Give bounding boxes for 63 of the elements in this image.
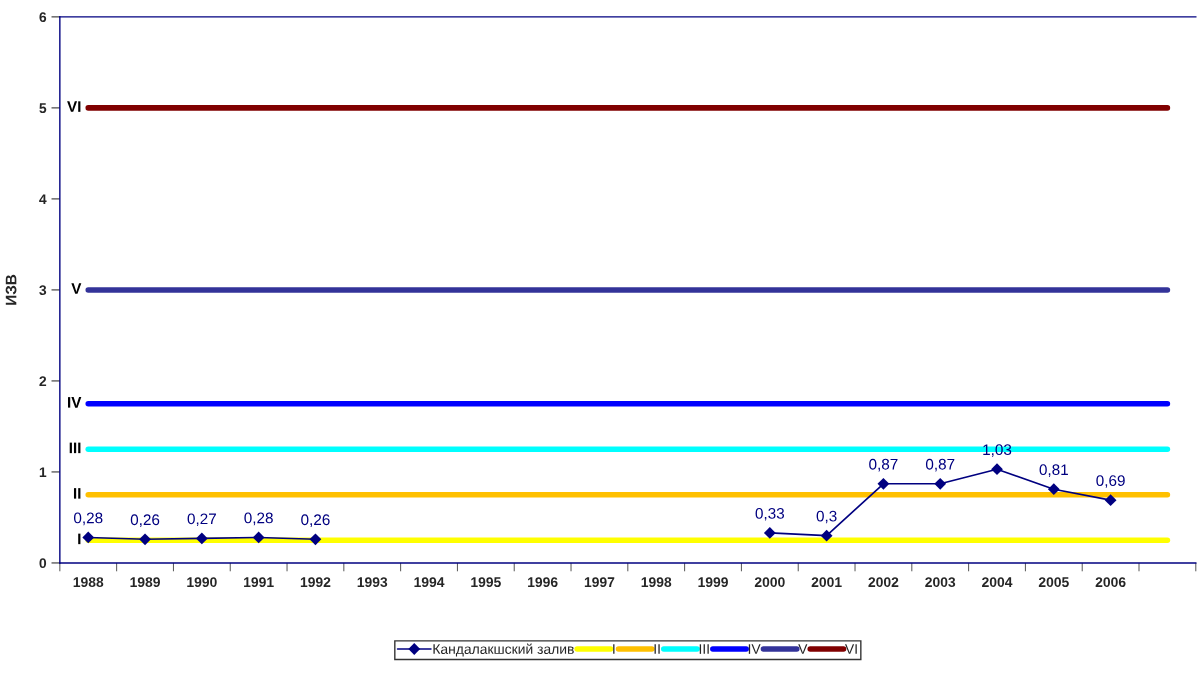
- legend-label: III: [699, 644, 709, 654]
- x-tick-label: 1997: [584, 577, 615, 588]
- x-tick-label: 1999: [698, 577, 728, 588]
- x-tick-label: 1992: [300, 577, 331, 588]
- legend-label: V: [798, 644, 808, 654]
- x-tick-label: 2000: [754, 577, 785, 588]
- y-axis-title: ИЗВ: [5, 274, 17, 305]
- x-tick-label: 1995: [471, 577, 501, 588]
- text: VI: [67, 101, 81, 112]
- data-label: 0,28: [244, 512, 273, 526]
- x-tick-label: 1988: [73, 577, 104, 588]
- data-label: 0,28: [73, 512, 103, 526]
- legend-label: I: [613, 644, 615, 654]
- legend-label: II: [654, 644, 660, 654]
- x-tick-label: 1998: [641, 577, 672, 588]
- text: III: [69, 442, 81, 454]
- point: [991, 463, 1003, 476]
- x-tick-label: 2003: [925, 577, 956, 588]
- y-tick-label: 0: [39, 558, 47, 569]
- data-label: 0,87: [925, 458, 955, 472]
- x-tick-label: 1996: [528, 577, 558, 588]
- y-tick-label: 4: [39, 194, 47, 204]
- point: [82, 531, 95, 544]
- point: [139, 533, 151, 546]
- data-label: 0,69: [1096, 475, 1125, 488]
- x-tick-label: 1994: [414, 577, 445, 588]
- point: [195, 532, 208, 545]
- y-tick-label: 6: [39, 12, 47, 23]
- text: IV: [68, 397, 82, 408]
- point: [1047, 483, 1060, 496]
- x-tick-label: 2006: [1095, 577, 1126, 588]
- x-tick-label: 2001: [811, 577, 842, 588]
- x-tick-label: 2002: [868, 577, 899, 588]
- y-tick-label: 1: [39, 467, 47, 477]
- legend-label: Кандалакшский залив: [433, 643, 574, 657]
- x-tick-label: 1993: [357, 577, 388, 588]
- x-tick-label: 1991: [244, 577, 274, 588]
- x-tick-label: 1989: [130, 577, 160, 588]
- data-label: 0,26: [130, 514, 160, 527]
- data-label: 0,87: [869, 458, 898, 472]
- text: I: [78, 533, 81, 545]
- point: [1104, 494, 1117, 507]
- y-tick-label: 5: [39, 103, 47, 114]
- point: [252, 531, 265, 544]
- point: [934, 477, 947, 490]
- point: [309, 533, 322, 546]
- x-tick-label: 2005: [1038, 577, 1069, 588]
- point: [877, 477, 890, 490]
- x-tick-label: 2004: [982, 577, 1013, 588]
- data-label: 0,33: [755, 507, 785, 521]
- y-tick-label: 3: [39, 285, 47, 296]
- legend-label: IV: [748, 644, 761, 654]
- text: II: [73, 488, 81, 499]
- data-label: 0,27: [187, 513, 216, 527]
- data-label: 0,26: [301, 514, 330, 527]
- point: [763, 527, 776, 539]
- x-tick-label: 1990: [187, 577, 217, 588]
- legend-label: VI: [845, 644, 857, 654]
- text: V: [71, 283, 82, 294]
- point: [820, 529, 833, 542]
- data-label: 0,81: [1039, 464, 1068, 477]
- data-label: 0,3: [816, 510, 837, 524]
- y-tick-label: 2: [39, 376, 47, 386]
